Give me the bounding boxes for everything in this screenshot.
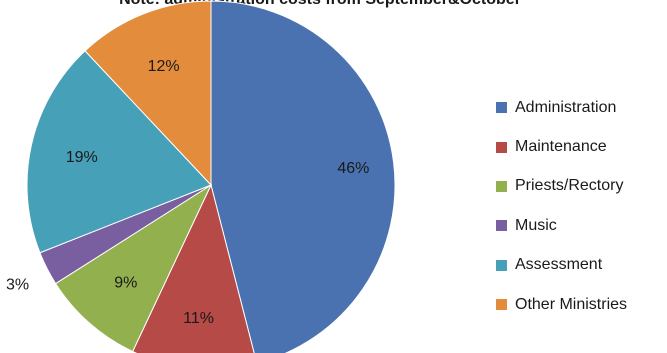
chart-title: Note: administration costs from Septembe… — [20, 0, 620, 9]
legend-label: Maintenance — [515, 138, 607, 156]
slice-value-label: 9% — [114, 275, 137, 292]
pie-slice-administration — [210, 0, 396, 353]
legend-label: Assessment — [515, 256, 603, 274]
legend-label: Music — [515, 216, 557, 234]
legend-item: Music — [496, 206, 627, 245]
slice-value-label: 11% — [183, 310, 214, 327]
pie-slice-maintenance — [131, 183, 255, 353]
legend-swatch — [496, 259, 507, 271]
legend-label: Administration — [515, 98, 617, 116]
slice-value-label: 19% — [66, 149, 98, 166]
pie-slice-assessment — [26, 50, 212, 254]
legend-item: Other Ministries — [496, 285, 627, 324]
slice-value-label: 46% — [337, 160, 369, 177]
legend: Administration Maintenance Priests/Rectory… — [496, 88, 627, 324]
legend-swatch — [496, 299, 507, 311]
legend-swatch — [496, 180, 507, 192]
legend-item: Assessment — [496, 246, 627, 285]
pie-slice-priests-rectory — [54, 183, 213, 353]
legend-swatch — [496, 141, 507, 153]
legend-swatch — [496, 102, 507, 114]
legend-label: Priests/Rectory — [515, 177, 624, 195]
pie-slice-other-ministries — [84, 0, 212, 187]
slice-value-label: 12% — [148, 58, 180, 75]
legend-item: Administration — [496, 88, 627, 127]
legend-swatch — [496, 220, 507, 232]
slice-value-label: 3% — [6, 277, 29, 294]
legend-label: Other Ministries — [515, 295, 628, 313]
legend-item: Maintenance — [496, 127, 627, 166]
legend-item: Priests/Rectory — [496, 167, 627, 206]
